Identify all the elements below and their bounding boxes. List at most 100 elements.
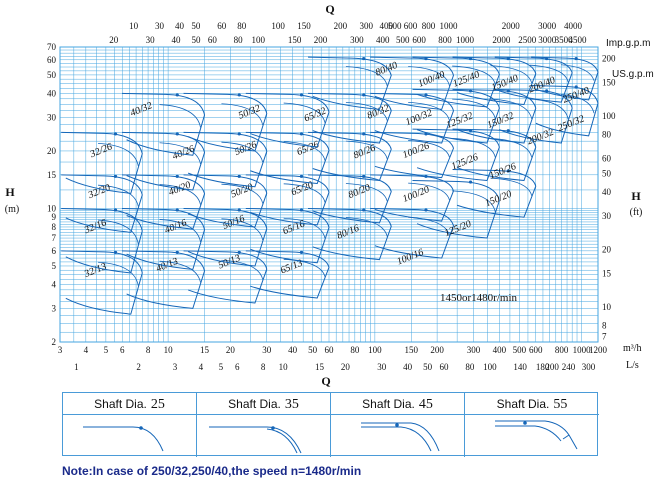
x-tick-ls: 50 [423,362,433,372]
x-tick-ls: 6 [235,362,240,372]
bep-point [574,56,578,61]
y-tick-m: 8 [52,222,57,232]
shaft-cell: Shaft Dia. 45 [331,393,465,457]
y-tick-m: 2 [52,337,57,347]
shaft-value: 25 [150,397,165,412]
x-tick-ls: 40 [403,362,413,372]
x-tick-imp: 4500 [568,35,587,45]
model-label: 100/26 [401,140,431,161]
x-tick-ls: 80 [465,362,475,372]
x-tick-ls: 200 [545,362,559,372]
x-tick-imp: 300 [350,35,364,45]
model-range-curve [61,207,143,274]
x-tick-imp: 20 [109,35,119,45]
model-range-curve [370,92,455,144]
model-trim-curve [221,218,264,241]
x-tick-m3h: 300 [467,345,481,355]
model-range-curve [370,174,455,222]
x-tick-m3h: 50 [308,345,318,355]
bep-point [237,208,241,212]
bep-point [362,208,366,212]
x-tick-m3h: 800 [555,345,569,355]
model-trim-curve [159,219,201,243]
bep-point [424,208,428,212]
x-tick-us: 300 [359,21,373,31]
x-tick-m3h: 8 [146,345,151,355]
plot-frame [59,46,599,343]
y-tick-m: 20 [47,146,57,156]
model-range-curve [412,128,500,182]
bep-point [299,208,304,212]
y-tick-m: 15 [47,170,57,180]
bep-point [113,250,118,254]
model-label: 50/32 [237,103,262,122]
model-trim-curve [529,64,569,83]
x-tick-m3h: 400 [493,345,507,355]
shaft-value: 45 [418,397,433,412]
x-tick-m3h: 80 [350,345,360,355]
right-axis-unit: (ft) [630,207,643,218]
model-range-curve [412,56,500,108]
model-label: 100/40 [417,69,447,90]
model-label: 80/16 [335,223,360,242]
model-trim-curve [452,98,496,119]
bep-point [113,174,118,178]
model-trim-curve [408,101,450,121]
model-trim-curve [490,138,533,158]
x-tick-imp: 3000 [538,35,557,45]
model-trim-curve [490,98,533,119]
bep-point [362,56,366,61]
model-range-curve [245,174,330,226]
chart-grid [59,46,599,343]
x-tick-ls: 10 [279,362,289,372]
bep-point [113,208,118,212]
model-label: 65/32 [303,106,328,125]
model-label: 125/40 [451,69,481,90]
model-range-curve [370,131,455,179]
x-tick-imp: 600 [412,35,426,45]
model-trim-curve [221,103,264,126]
x-tick-imp: 1000 [456,35,475,45]
x-tick-us: 1000 [440,21,459,31]
bottom-axis-title: Q [321,374,330,388]
model-label: 40/32 [129,100,154,119]
model-trim-curve [221,141,264,163]
model-label: 150/32 [486,110,516,131]
x-tick-imp: 2000 [492,35,511,45]
model-label: 200/32 [526,127,556,148]
y-tick-m: 70 [47,42,57,52]
x-tick-m3h: 30 [262,345,272,355]
x-tick-imp: 100 [251,35,265,45]
model-label: 80/20 [347,182,372,201]
model-range-curve [245,131,330,185]
x-tick-imp: 2500 [518,35,537,45]
x-tick-m3h: 150 [405,345,419,355]
model-range-curve [245,207,330,264]
model-range-curve [412,180,500,239]
model-range-curve [452,168,537,218]
x-tick-m3h: 5 [104,345,109,355]
model-trim-curve [221,183,264,204]
y-tick-m: 40 [47,88,57,98]
model-trim-curve [408,140,450,158]
shaft-curve-icon [83,426,164,452]
model-trim-curve [490,65,533,84]
x-tick-m3h: 10 [164,345,174,355]
left-axis-title: H [5,185,15,199]
x-tick-ls: 60 [440,362,450,372]
bep-point [506,129,510,133]
bep-point [545,89,549,93]
bep-point [175,250,179,254]
x-tick-m3h: 6 [120,345,125,355]
x-tick-ls: 8 [261,362,266,372]
shaft-cell: Shaft Dia. 55 [465,393,599,457]
model-trim-curve [452,65,496,85]
model-label: 50/16 [221,213,246,232]
x-tick-us: 80 [237,21,247,31]
model-trim-curve [98,219,139,244]
y-tick-ft: 8 [602,321,607,331]
model-trim-curve [159,142,201,165]
x-tick-ls: 15 [315,362,325,372]
model-trim-curve [529,98,569,119]
model-trim-curve [452,138,496,158]
